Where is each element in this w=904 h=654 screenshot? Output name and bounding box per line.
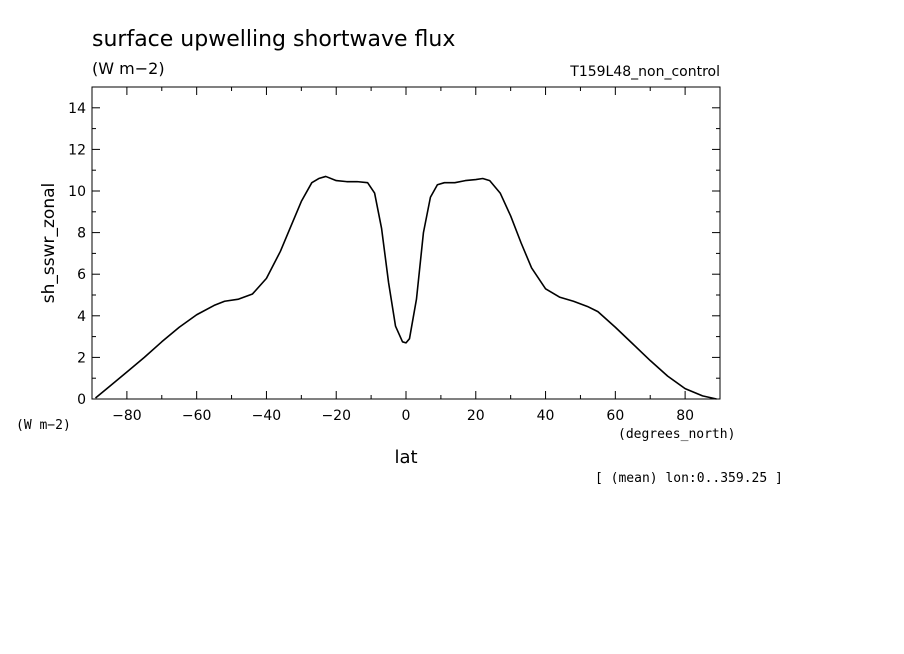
y-tick-label: 0 [77, 392, 86, 408]
x-axis: −80 −60 −40 −20 0 20 40 60 80 [91, 87, 721, 424]
y-tick-label: 4 [77, 309, 86, 325]
plot-frame [91, 86, 721, 400]
x-tick-label: −20 [321, 408, 351, 424]
x-units-label: (degrees_north) [618, 427, 735, 442]
x-tick-label: 20 [467, 408, 485, 424]
x-tick-label: −80 [112, 408, 142, 424]
footnote: [ (mean) lon:0..359.25 ] [595, 471, 783, 486]
y-units-label: (W m−2) [16, 418, 71, 433]
x-tick-label: −40 [252, 408, 282, 424]
x-axis-label: lat [394, 447, 417, 468]
y-axis: 0 2 4 6 8 10 12 14 [68, 101, 720, 408]
x-tick-label: −60 [182, 408, 212, 424]
y-tick-label: 12 [68, 142, 86, 158]
run-label: T159L48_non_control [569, 64, 720, 80]
y-tick-label: 2 [77, 350, 86, 366]
x-tick-label: 80 [676, 408, 694, 424]
chart-title: surface upwelling shortwave flux [92, 27, 455, 52]
x-tick-label: 40 [537, 408, 555, 424]
y-tick-label: 10 [68, 184, 86, 200]
x-tick-label: 0 [402, 408, 411, 424]
y-tick-label: 14 [68, 101, 86, 117]
y-tick-label: 6 [77, 267, 86, 283]
y-axis-label: sh_sswr_zonal [39, 183, 59, 303]
x-tick-label: 60 [606, 408, 624, 424]
series-line [94, 175, 717, 400]
units-label: (W m−2) [92, 59, 165, 78]
y-tick-label: 8 [77, 226, 86, 242]
